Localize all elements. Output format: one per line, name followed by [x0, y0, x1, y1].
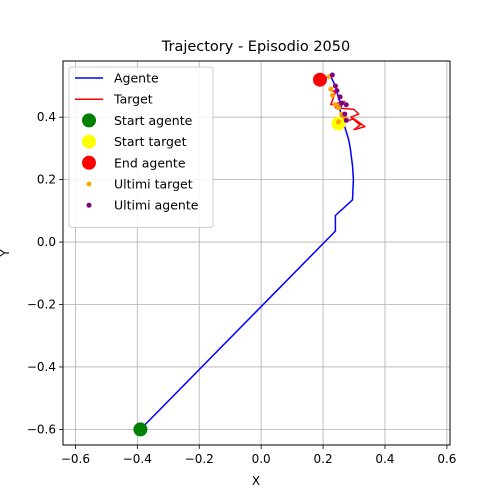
ultimi-agente-point — [333, 83, 338, 88]
ultimi-agente-point — [334, 88, 339, 93]
legend-label: Agente — [114, 71, 159, 86]
x-tick-label: −0.2 — [185, 452, 214, 466]
y-tick-label: 0.4 — [37, 110, 56, 124]
x-tick-label: −0.4 — [123, 452, 152, 466]
ultimi-agente-point — [339, 101, 344, 106]
y-tick-label: −0.6 — [27, 422, 56, 436]
ultimi-agente-point — [338, 94, 343, 99]
x-tick-label: 0.6 — [437, 452, 456, 466]
legend-label: Start target — [114, 134, 187, 149]
legend-label: Ultimi agente — [114, 198, 199, 213]
y-tick-label: −0.4 — [27, 360, 56, 374]
ultimi-agente-point — [344, 102, 349, 107]
y-tick-label: −0.2 — [27, 298, 56, 312]
ultimi-agente-point — [344, 118, 349, 123]
ultimi-target-point — [330, 93, 335, 98]
x-axis-label: X — [252, 474, 260, 488]
ultimi-agente-point — [330, 73, 335, 78]
legend-label: Ultimi target — [114, 177, 193, 192]
ultimi-target-point — [336, 105, 341, 110]
chart-title: Trajectory - Episodio 2050 — [161, 39, 350, 55]
legend-swatch-dot — [82, 156, 96, 170]
ultimi-target-point — [328, 87, 333, 92]
y-tick-label: 0.2 — [37, 173, 56, 187]
marker-start-agente — [133, 422, 147, 436]
ultimi-target-point — [336, 119, 341, 124]
ultimi-agente-point — [342, 112, 347, 117]
x-tick-label: −0.6 — [61, 452, 90, 466]
x-tick-label: 0.2 — [314, 452, 333, 466]
legend-label: Start agente — [114, 113, 193, 128]
legend-swatch-dot — [87, 203, 92, 208]
legend-swatch-dot — [82, 113, 96, 127]
legend-label: Target — [113, 92, 153, 107]
legend-swatch-dot — [87, 182, 92, 187]
legend-swatch-dot — [82, 135, 96, 149]
x-tick-label: 0.0 — [252, 452, 271, 466]
marker-end-agente — [313, 73, 327, 87]
legend-label: End agente — [114, 155, 186, 170]
x-tick-label: 0.4 — [375, 452, 394, 466]
y-axis-label: Y — [0, 249, 12, 258]
y-tick-label: 0.0 — [37, 235, 56, 249]
legend: Agente Target Start agente Start target End … — [69, 67, 213, 227]
